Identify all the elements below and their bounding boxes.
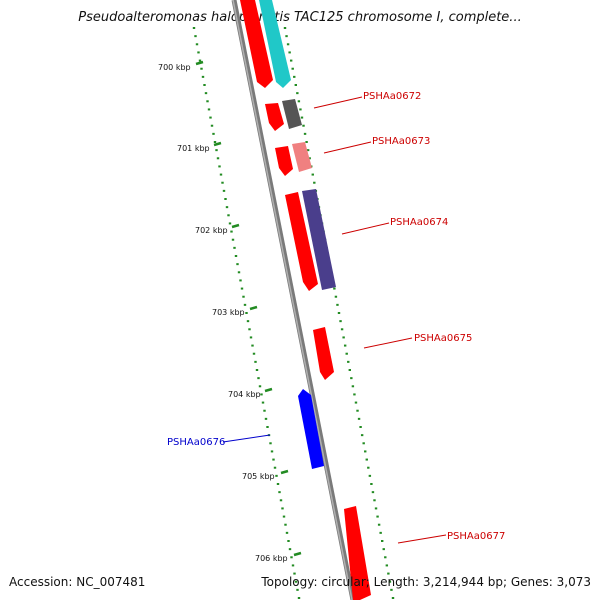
tick-label-700: 700 kbp: [158, 63, 191, 72]
gene-arrow-pshaa0674[interactable]: [285, 192, 318, 291]
gene-features: [240, 0, 371, 600]
tick-label-703: 703 kbp: [212, 308, 245, 317]
gene-label-pshaa0673[interactable]: PSHAa0673: [372, 136, 430, 147]
chromosome-backbone-highlight: [232, 0, 353, 600]
gene-label-pshaa0674[interactable]: PSHAa0674: [390, 217, 448, 228]
gene-label-pshaa0677[interactable]: PSHAa0677: [447, 531, 505, 542]
gene-labels: PSHAa0672 PSHAa0673 PSHAa0674 PSHAa0675 …: [167, 91, 505, 542]
accession-text: Accession: NC_007481: [9, 575, 146, 589]
feature-pshaa0673-pink[interactable]: [292, 142, 312, 172]
chromosome-backbone: [231, 0, 356, 600]
tick-label-705: 705 kbp: [242, 472, 275, 481]
kbp-labels: 700 kbp 701 kbp 702 kbp 703 kbp 704 kbp …: [158, 63, 288, 563]
feature-pshaa0674-purple[interactable]: [302, 189, 336, 290]
gene-arrow-pshaa0672[interactable]: [265, 103, 284, 131]
gene-arrow-pshaa0673[interactable]: [275, 146, 293, 176]
gene-arrow-pshaa0677[interactable]: [344, 506, 371, 600]
outer-tick-ruler: [283, 27, 395, 599]
gene-arrow-pshaa0675[interactable]: [313, 327, 334, 380]
tick-label-706: 706 kbp: [255, 554, 288, 563]
tick-label-702: 702 kbp: [195, 226, 228, 235]
gene-label-pshaa0675[interactable]: PSHAa0675: [414, 333, 472, 344]
gene-label-pshaa0676[interactable]: PSHAa0676: [167, 437, 225, 448]
gene-arrow-top-red[interactable]: [240, 0, 273, 88]
gene-arrow-pshaa0676[interactable]: [298, 389, 324, 469]
gene-arrow-top-cyan[interactable]: [259, 0, 291, 88]
inner-tick-ruler: [192, 27, 301, 599]
map-title: Pseudoalteromonas haloplanktis TAC125 ch…: [78, 10, 522, 25]
feature-pshaa0672-gray[interactable]: [282, 99, 302, 129]
genome-stats-text: Topology: circular; Length: 3,214,944 bp…: [261, 575, 591, 589]
kbp-tick-marks: [195, 60, 302, 557]
callout-lines: [222, 96, 447, 544]
tick-label-701: 701 kbp: [177, 144, 210, 153]
gene-label-pshaa0672[interactable]: PSHAa0672: [363, 91, 421, 102]
tick-label-704: 704 kbp: [228, 390, 261, 399]
